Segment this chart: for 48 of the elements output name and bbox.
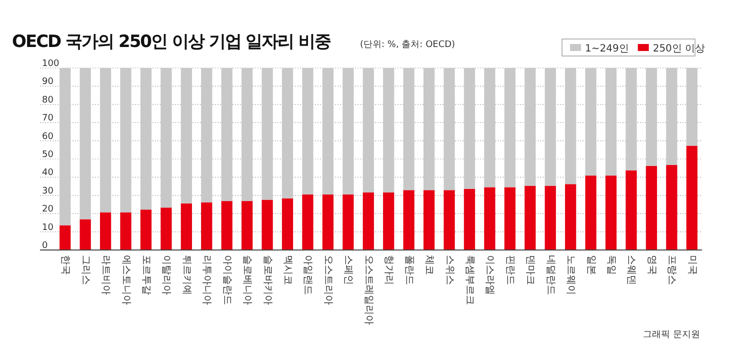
x-tick-label: 영국 [646, 255, 657, 275]
y-tick-label: 70 [42, 114, 54, 124]
x-tick-label: 오스트레일리아 [362, 255, 374, 325]
y-tick-label: 20 [42, 204, 54, 215]
x-tick-label: 스위스 [444, 255, 455, 285]
x-tick-label: 미국 [686, 255, 698, 275]
y-tick-label: 40 [42, 168, 54, 178]
x-tick-label: 헝가리 [383, 255, 394, 285]
x-tick-label: 룩셈부르크 [464, 255, 475, 305]
y-tick-label: 0 [42, 241, 48, 251]
y-tick-label: 80 [42, 95, 54, 106]
x-tick-label: 아이슬란드 [221, 255, 232, 305]
x-tick-label: 리투아니아 [201, 255, 212, 305]
x-tick-label: 체코 [424, 255, 435, 275]
x-tick-label: 라트비아 [100, 255, 112, 295]
y-tick-label: 60 [42, 132, 54, 142]
y-tick-label: 90 [42, 77, 54, 88]
x-tick-label: 프랑스 [666, 255, 678, 285]
legend-label: 1~249인 [585, 44, 629, 54]
x-tick-label: 일본 [585, 255, 596, 275]
x-tick-label: 스웨덴 [626, 255, 637, 285]
x-tick-label: 한국 [60, 255, 71, 275]
legend-label: 250인 이상 [652, 44, 706, 54]
x-tick-label: 네덜란드 [544, 255, 556, 295]
x-tick-label: 오스트리아 [322, 255, 334, 305]
x-tick-label: 에스토니아 [120, 255, 132, 305]
x-tick-label: 독일 [606, 255, 617, 275]
x-tick-label: 슬로바키아 [262, 255, 273, 305]
chart-title: OECD 국가의 250인 이상 기업 일자리 비중 [12, 32, 332, 52]
x-tick-label: 이탈리아 [160, 255, 172, 295]
y-tick-label: 10 [42, 222, 54, 233]
chart-subtitle: (단위: %, 출처: OECD) [360, 40, 456, 50]
x-tick-label: 덴마크 [524, 255, 536, 285]
x-tick-label: 아일랜드 [302, 255, 314, 295]
x-tick-label: 노르웨이 [565, 255, 576, 295]
x-tick-label: 멕시코 [282, 255, 294, 285]
x-tick-label: 튀르키예 [180, 255, 192, 295]
x-tick-label: 핀란드 [504, 255, 516, 285]
y-tick-label: 100 [42, 59, 60, 69]
x-tick-label: 그리스 [80, 255, 91, 285]
text: 그래픽 문지원 [643, 330, 700, 340]
x-tick-label: 포르투갈 [140, 255, 152, 295]
x-tick-label: 폴란드 [403, 255, 414, 285]
x-tick-label: 슬로베니아 [242, 255, 253, 305]
x-tick-label: 스페인 [342, 255, 354, 285]
y-tick-label: 30 [42, 186, 54, 196]
y-tick-label: 50 [42, 150, 54, 160]
x-tick-label: 이스라엘 [484, 255, 496, 295]
